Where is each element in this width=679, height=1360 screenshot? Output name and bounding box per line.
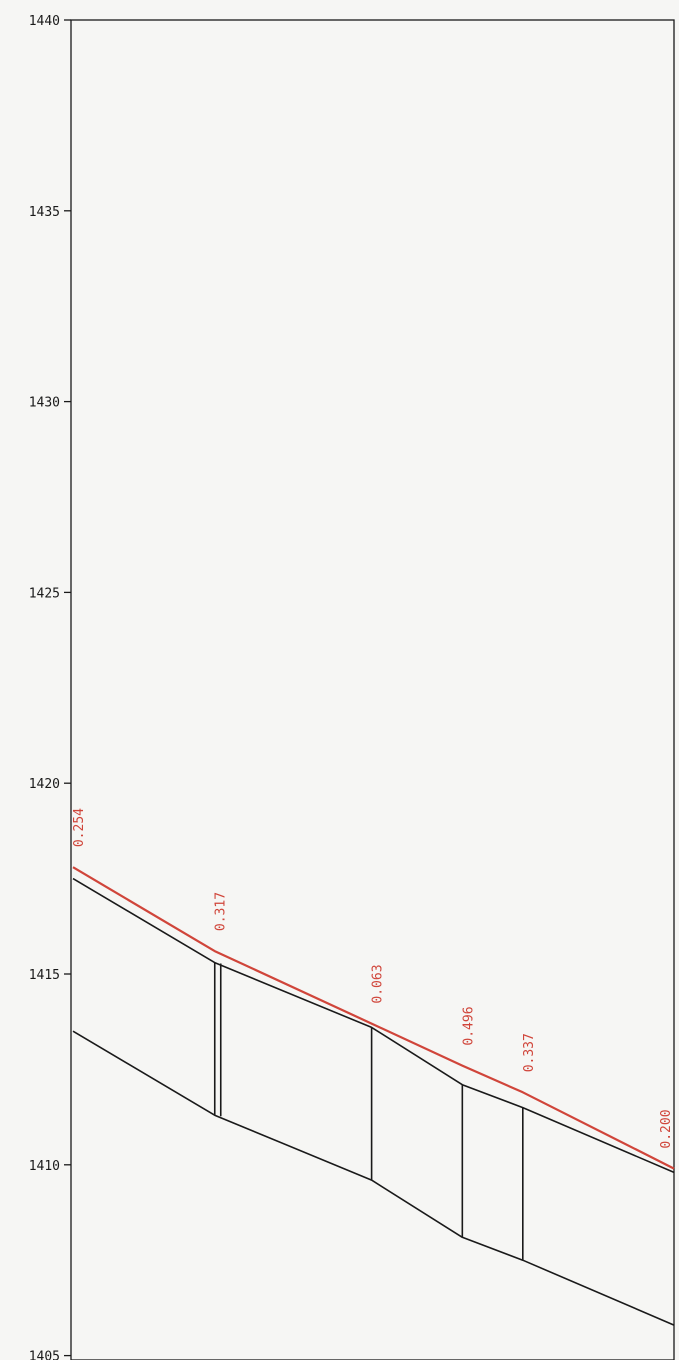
value-label: 0.254 xyxy=(72,808,87,847)
profile-structure xyxy=(72,877,675,1326)
value-label: 0.063 xyxy=(371,964,386,1003)
y-axis: 1440 1435 1430 1425 1420 1415 1410 1405 xyxy=(29,14,71,1360)
y-tick-label: 1430 xyxy=(29,396,60,411)
value-label: 0.337 xyxy=(522,1033,537,1072)
y-tick-label: 1410 xyxy=(29,1159,60,1174)
value-label: 0.496 xyxy=(461,1006,476,1045)
upper-profile-line xyxy=(72,877,675,1174)
y-tick-label: 1425 xyxy=(29,586,60,601)
red-series-line xyxy=(72,866,675,1170)
y-tick-label: 1435 xyxy=(29,205,60,220)
y-tick-label: 1440 xyxy=(29,14,60,29)
y-tick-label: 1405 xyxy=(29,1350,60,1360)
y-tick-label: 1415 xyxy=(29,968,60,983)
value-label: 0.200 xyxy=(659,1109,674,1148)
series-layer xyxy=(72,866,675,1170)
y-tick-label: 1420 xyxy=(29,777,60,792)
lower-profile-line xyxy=(72,1030,675,1326)
value-labels: 0.254 0.317 0.063 0.496 0.337 0.200 xyxy=(72,808,674,1149)
plot-frame xyxy=(70,19,675,1360)
value-label: 0.317 xyxy=(214,892,229,931)
